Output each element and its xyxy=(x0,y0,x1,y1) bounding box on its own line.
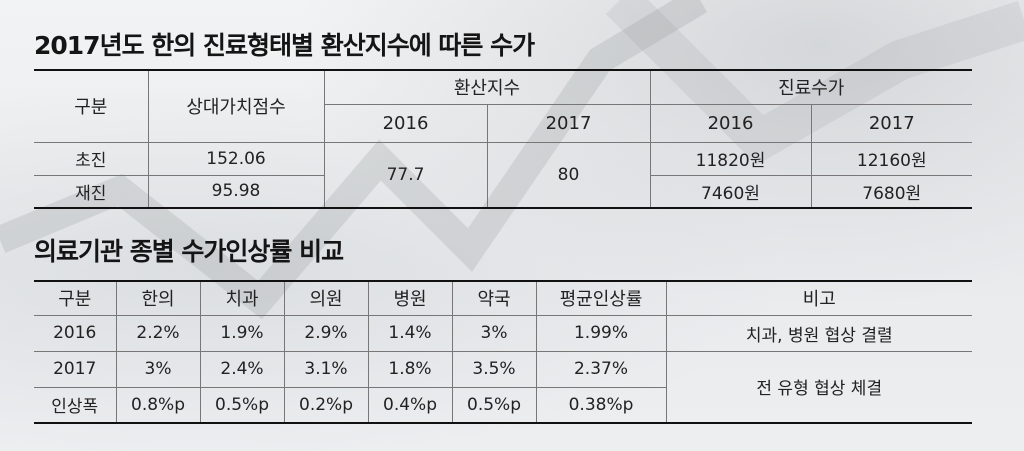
table2-title: 의료기관 종별 수가인상률 비교 xyxy=(34,237,344,266)
header-conversion-index: 환산지수 xyxy=(323,70,650,105)
rate-cell: 2.2% xyxy=(115,315,200,352)
header-fee: 진료수가 xyxy=(649,70,972,105)
header-conversion-2017: 2017 xyxy=(486,104,650,142)
rate-table: 구분 한의 치과 의원 병원 약국 평균인상률 비고 2016 2.2% 1.9… xyxy=(34,280,972,424)
rate-cell: 0.5%p xyxy=(451,387,536,423)
header-pharmacy: 약국 xyxy=(451,281,536,316)
rate-cell: 1.8% xyxy=(367,351,452,388)
table-row: 재진 95.98 7460원 7680원 xyxy=(34,175,972,208)
average-rate-cell: 2.37% xyxy=(535,351,666,388)
header-clinic: 의원 xyxy=(283,281,368,316)
row-label: 2016 xyxy=(34,315,116,352)
table-row: 2017 3% 2.4% 3.1% 1.8% 3.5% 2.37% 전 유형 협… xyxy=(34,351,972,424)
rate-cell: 0.2%p xyxy=(283,387,368,423)
rate-cell: 2.4% xyxy=(199,351,284,388)
rate-cell: 3.1% xyxy=(283,351,368,388)
row-label: 인상폭 xyxy=(51,397,99,418)
fee-2016-cell: 7460원 xyxy=(649,175,811,208)
conversion-2017-cell: 80 xyxy=(486,141,650,208)
header-korean-medicine: 한의 xyxy=(115,281,200,316)
header-notes: 비고 xyxy=(665,281,972,316)
rate-cell: 0.4%p xyxy=(367,387,452,423)
rate-cell: 3.5% xyxy=(451,351,536,388)
row-label: 재진 xyxy=(75,183,107,204)
rate-cell: 1.4% xyxy=(367,315,452,352)
rate-cell: 3% xyxy=(115,351,200,388)
row-label: 2017 xyxy=(34,351,116,388)
rate-cell: 3% xyxy=(451,315,536,352)
header-relative-value: 상대가치점수 xyxy=(147,70,324,142)
header-category: 구분 xyxy=(74,97,108,119)
rate-cell: 1.9% xyxy=(199,315,284,352)
table1-title: 2017년도 한의 진료형태별 환산지수에 따른 수가 xyxy=(34,31,535,60)
header-category: 구분 xyxy=(34,281,116,316)
rate-cell: 0.8%p xyxy=(115,387,200,423)
fee-2016-cell: 11820원 xyxy=(649,141,811,176)
row-label: 초진 xyxy=(34,141,148,176)
header-conversion-2016: 2016 xyxy=(323,104,487,142)
average-rate-cell: 1.99% xyxy=(535,315,666,352)
conversion-2016-cell: 77.7 xyxy=(323,141,487,208)
header-hospital: 병원 xyxy=(367,281,452,316)
relative-value-cell: 95.98 xyxy=(147,175,324,208)
average-rate-cell: 0.38%p xyxy=(535,387,666,423)
table-row: 인상폭 0.8%p 0.5%p 0.2%p 0.4%p 0.5%p 0.38%p xyxy=(34,387,972,423)
fee-table: 구분 상대가치점수 환산지수 진료수가 2016 2017 2016 2017 … xyxy=(34,69,972,209)
fee-2017-cell: 12160원 xyxy=(810,141,972,176)
fee-2017-cell: 7680원 xyxy=(810,175,972,208)
relative-value-cell: 152.06 xyxy=(147,141,324,176)
note-cell: 치과, 병원 협상 결렬 xyxy=(665,315,972,352)
rate-cell: 2.9% xyxy=(283,315,368,352)
header-fee-2017: 2017 xyxy=(810,104,972,142)
table-row: 2016 2.2% 1.9% 2.9% 1.4% 3% 1.99% 치과, 병원… xyxy=(34,315,972,352)
table-row: 초진 152.06 77.7 80 11820원 12160원 xyxy=(34,141,972,208)
note-cell: 전 유형 협상 체결 xyxy=(665,351,972,424)
header-average-rate: 평균인상률 xyxy=(535,281,666,316)
header-dental: 치과 xyxy=(199,281,284,316)
rate-cell: 0.5%p xyxy=(199,387,284,423)
header-fee-2016: 2016 xyxy=(649,104,811,142)
